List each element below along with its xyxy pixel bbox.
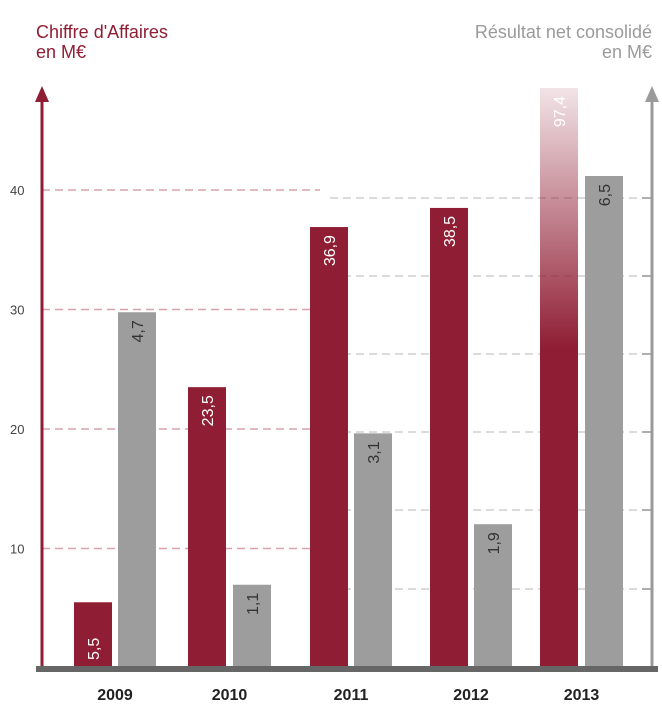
net-income-bar <box>585 176 623 668</box>
net-income-bar <box>118 312 156 668</box>
x-category-label: 2013 <box>564 687 600 704</box>
revenue-bar <box>188 387 226 668</box>
right-axis-arrow <box>645 86 659 102</box>
bars <box>74 88 623 669</box>
x-category-label: 2012 <box>453 687 489 704</box>
revenue-value-label: 38,5 <box>442 216 459 247</box>
axes <box>35 86 659 672</box>
left-tick-label: 40 <box>10 183 24 198</box>
net-income-bar <box>474 524 512 668</box>
right-axis-title: Résultat net consolidé en M€ <box>475 22 652 62</box>
net-income-value-label: 1,1 <box>245 593 262 615</box>
left-tick-label: 10 <box>10 542 24 557</box>
left-axis-title-line1: Chiffre d'Affaires <box>36 22 168 42</box>
net-income-value-label: 4,7 <box>130 320 147 342</box>
left-tick-label: 30 <box>10 303 24 318</box>
labels: 10 20 30 40 5,5 23,5 36,9 38,5 97,4 4,7 1,1 3,1 1,9 6… <box>10 96 614 704</box>
net-income-bar <box>354 433 392 668</box>
net-income-bar <box>233 584 271 668</box>
x-category-label: 2011 <box>334 687 369 704</box>
net-income-value-label: 1,9 <box>486 532 503 554</box>
revenue-value-label: 97,4 <box>552 96 569 127</box>
revenue-bar <box>540 88 578 668</box>
left-tick-label: 20 <box>10 422 24 437</box>
revenue-bar <box>430 207 468 669</box>
left-axis-arrow <box>35 86 49 102</box>
x-category-label: 2010 <box>212 687 248 704</box>
revenue-bar <box>74 602 112 668</box>
revenue-bar <box>310 227 348 669</box>
right-axis-title-line1: Résultat net consolidé <box>474 22 652 42</box>
left-axis-title: Chiffre d'Affaires en M€ <box>36 22 168 62</box>
net-income-value-label: 6,5 <box>597 184 614 206</box>
revenue-value-label: 36,9 <box>322 235 339 266</box>
revenue-value-label: 5,5 <box>86 638 103 660</box>
x-category-label: 2009 <box>97 687 133 704</box>
left-axis-title-line2: en M€ <box>36 42 87 62</box>
revenue-value-label: 23,5 <box>200 395 217 426</box>
right-axis-title-line2: en M€ <box>601 42 652 62</box>
net-income-value-label: 3,1 <box>366 441 383 463</box>
baseline <box>36 666 658 672</box>
